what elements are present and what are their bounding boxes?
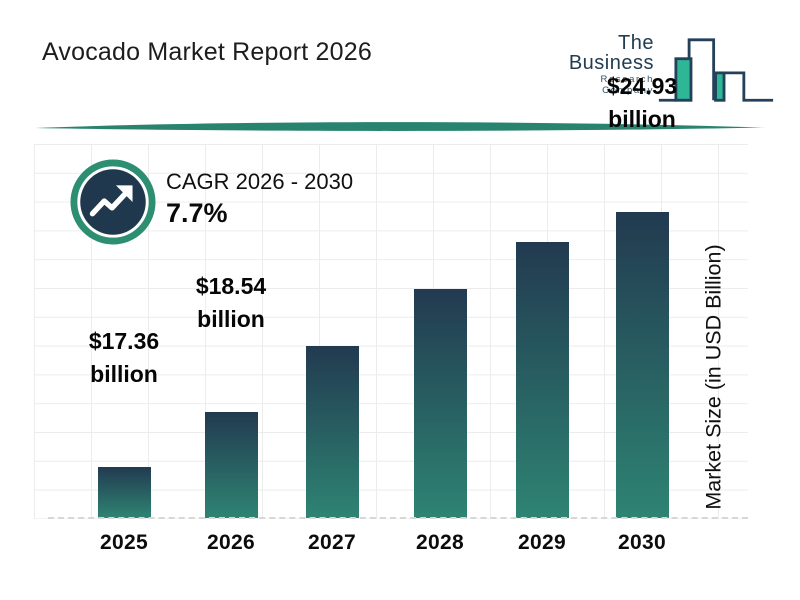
cagr-value: 7.7%: [166, 198, 228, 228]
divider-swoosh: [35, 122, 765, 131]
y-axis-title: Market Size (in USD Billion): [701, 244, 726, 510]
x-tick-2025: 2025: [100, 531, 148, 554]
page-title: Avocado Market Report 2026: [42, 38, 372, 66]
cagr-label: CAGR 2026 - 2030: [166, 169, 354, 194]
x-axis-baseline: [48, 517, 748, 519]
x-tick-2027: 2027: [308, 531, 356, 554]
logo-subname: Research Company: [600, 74, 654, 96]
logo-name: The Business: [568, 32, 654, 74]
brand-logo: The Business Research Company: [560, 22, 775, 110]
value-label-2025: $17.36 billion: [88, 328, 160, 387]
x-tick-2026: 2026: [207, 531, 255, 554]
logo-skyline-icon: [658, 38, 774, 102]
bar-2030: [615, 212, 669, 518]
value-label-2030: $24.93 billion: [606, 73, 678, 132]
logo-text: The Business Research Company: [560, 33, 654, 110]
x-tick-2028: 2028: [416, 531, 464, 554]
bar-2029: [515, 242, 569, 518]
x-tick-2030: 2030: [618, 531, 666, 554]
value-label-2026: $18.54 billion: [195, 273, 267, 332]
bar-2025: [97, 467, 151, 518]
trend-up-icon: [70, 159, 156, 245]
bar-2026: [204, 412, 258, 518]
x-tick-2029: 2029: [518, 531, 566, 554]
bar-2028: [413, 289, 467, 518]
bar-2027: [305, 346, 359, 518]
